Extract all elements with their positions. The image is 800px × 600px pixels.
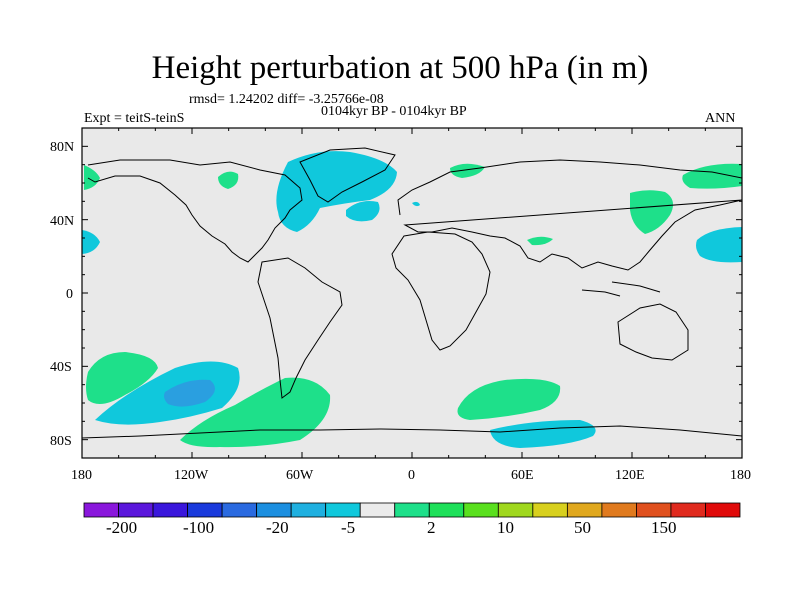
anomaly-region [490,420,596,448]
colorbar-box [601,502,637,518]
anomaly-region [218,171,239,189]
colorbar-box [187,502,223,518]
lon-tick-label: 60W [286,468,314,483]
australia-coast [617,303,689,361]
colorbar-box [428,502,465,518]
colorbar-label: -5 [341,518,356,537]
antarctica-coast [82,425,742,439]
period-label: 0104kyr BP - 0104kyr BP [321,104,467,119]
colorbar-box [221,502,258,518]
coastlines [82,147,742,439]
colorbar-box [497,502,534,518]
colorbar-box [532,502,568,518]
indonesia-coast [581,281,661,297]
anomaly-region [457,378,561,420]
season-label: ANN [705,111,736,126]
colorbar-box [290,502,327,518]
colorbar-label: 10 [497,518,514,537]
anomaly-region [527,236,553,246]
lon-tick-label: 180 [71,468,92,483]
north-america-coast [87,159,303,263]
anomaly-region [164,379,215,407]
colorbar-box [83,502,119,518]
colorbar-label: -20 [266,518,289,537]
africa-coast [391,231,491,351]
colorbar-label: 2 [427,518,436,537]
anomaly-region [412,201,420,207]
anomaly-region [82,230,100,254]
colorbar-label: -100 [183,518,215,537]
colorbar-box [325,502,361,518]
lat-tick-label: 0 [66,287,73,302]
lat-tick-label: 40N [50,214,75,229]
colorbar-box [118,502,154,518]
anomaly-region [86,352,158,404]
anomaly-region [630,190,674,234]
colorbar-box [670,502,706,518]
greenland-coast [299,147,396,203]
colorbar-label: 150 [651,518,677,537]
stats-label: rmsd= 1.24202 diff= -3.25766e-08 [189,92,384,107]
lon-tick-label: 60E [511,468,534,483]
colorbar-box [566,502,603,518]
colorbar-box [394,502,430,518]
anomaly-region [346,201,380,222]
lon-tick-label: 120W [174,468,209,483]
colorbar-box [359,502,396,518]
colorbar-box [152,502,188,518]
colorbar-label: -200 [106,518,138,537]
lon-tick-label: 120E [615,468,645,483]
lat-tick-label: 40S [50,360,72,375]
anomaly-region [450,163,485,178]
axis-ticks [81,127,743,459]
colorbar-label: 50 [574,518,591,537]
lon-tick-label: 180 [730,468,751,483]
anomaly-region [84,165,100,190]
expt-label: Expt = teitS-teinS [84,111,185,126]
lat-tick-label: 80S [50,434,72,449]
anomaly-region [682,163,742,189]
plot-title: Height perturbation at 500 hPa (in m) [151,50,649,86]
colorbar-box [256,502,292,518]
anomaly-region [276,151,397,232]
colorbar-box [463,502,499,518]
anomaly-region [696,227,742,263]
colorbar [83,502,741,518]
lat-tick-label: 80N [50,140,75,155]
colorbar-box [705,502,741,518]
lon-tick-label: 0 [408,468,415,483]
colorbar-box [636,502,672,518]
eurasia-coast [397,159,742,271]
south-america-coast [257,257,343,399]
